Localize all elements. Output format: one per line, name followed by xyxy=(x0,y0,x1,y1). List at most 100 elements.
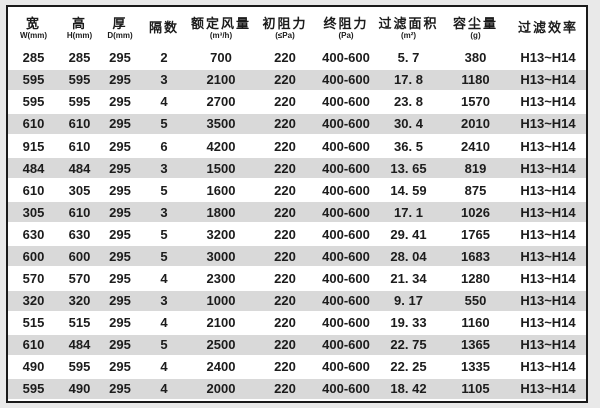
table-cell: 285 xyxy=(8,48,59,70)
table-cell: 28. 04 xyxy=(376,245,441,269)
table-cell: 4 xyxy=(140,355,188,379)
table-cell: 295 xyxy=(100,90,140,114)
column-title: 高 xyxy=(71,15,87,31)
table-cell: 320 xyxy=(8,289,59,313)
table-cell: 36. 5 xyxy=(376,135,441,159)
table-cell: 220 xyxy=(254,48,316,70)
table-cell: 570 xyxy=(8,267,59,291)
table-cell: 220 xyxy=(254,68,316,92)
table-cell: 2410 xyxy=(441,135,510,159)
table-cell: 5 xyxy=(140,112,188,137)
table-row: 320 320 295 3 1000 220 400-600 9. 17 550 H13~H14 xyxy=(8,289,586,313)
table-cell: 1280 xyxy=(441,267,510,291)
column-header-dust-capacity: 容尘量 (g) xyxy=(441,7,510,48)
header-row: 宽 W(mm) 高 H(mm) 厚 D(mm) 隔数 额定风量 (m³/h xyxy=(8,7,586,48)
table-body: 285 285 295 2 700 220 400-600 5. 7 380 H13~H14 595… xyxy=(8,48,586,402)
table-cell: 1026 xyxy=(441,201,510,225)
table-cell: H13~H14 xyxy=(510,289,586,313)
table-cell: 1160 xyxy=(441,311,510,335)
table-cell: H13~H14 xyxy=(510,90,586,114)
column-header-height: 高 H(mm) xyxy=(59,7,100,48)
table-cell: H13~H14 xyxy=(510,223,586,247)
table-row: 570 570 295 4 2300 220 400-600 21. 34 1280 H13~H1… xyxy=(8,267,586,291)
table-cell: 3 xyxy=(140,157,188,181)
table-cell: 29. 41 xyxy=(376,223,441,247)
table-cell: 595 xyxy=(8,377,59,402)
table-cell: 400-600 xyxy=(316,157,376,181)
column-header-rated-airflow: 额定风量 (m³/h) xyxy=(188,7,254,48)
table-cell: 3000 xyxy=(188,245,254,269)
table-cell: 295 xyxy=(100,223,140,247)
column-title: 终阻力 xyxy=(323,15,369,31)
table-cell: 400-600 xyxy=(316,267,376,291)
table-cell: 610 xyxy=(8,112,59,137)
table-cell: 2010 xyxy=(441,112,510,137)
table-cell: 9. 17 xyxy=(376,289,441,313)
table-cell: 3 xyxy=(140,289,188,313)
column-unit: (≤Pa) xyxy=(275,30,295,40)
table-cell: 2 xyxy=(140,48,188,70)
spec-table: 宽 W(mm) 高 H(mm) 厚 D(mm) 隔数 额定风量 (m³/h xyxy=(8,7,586,402)
table-row: 515 515 295 4 2100 220 400-600 19. 33 1160 H13~H1… xyxy=(8,311,586,335)
table-cell: 295 xyxy=(100,333,140,357)
table-cell: 295 xyxy=(100,112,140,137)
column-title: 隔数 xyxy=(148,20,179,35)
table-cell: 17. 1 xyxy=(376,201,441,225)
table-cell: 30. 4 xyxy=(376,112,441,137)
table-cell: 610 xyxy=(59,135,100,159)
table-cell: H13~H14 xyxy=(510,157,586,181)
table-cell: 875 xyxy=(441,179,510,203)
table-cell: H13~H14 xyxy=(510,267,586,291)
column-title: 过滤面积 xyxy=(378,15,439,31)
table-cell: 220 xyxy=(254,289,316,313)
table-cell: 295 xyxy=(100,179,140,203)
table-cell: 220 xyxy=(254,112,316,137)
table-cell: 595 xyxy=(8,90,59,114)
table-cell: 295 xyxy=(100,135,140,159)
table-cell: H13~H14 xyxy=(510,377,586,402)
table-cell: 400-600 xyxy=(316,112,376,137)
table-cell: 295 xyxy=(100,355,140,379)
table-cell: 550 xyxy=(441,289,510,313)
table-cell: 220 xyxy=(254,311,316,335)
table-cell: 490 xyxy=(59,377,100,402)
table-cell: 2700 xyxy=(188,90,254,114)
column-header-filter-area: 过滤面积 (m²) xyxy=(376,7,441,48)
column-unit: D(mm) xyxy=(107,30,133,40)
table-cell: 5 xyxy=(140,223,188,247)
table-cell: 22. 75 xyxy=(376,333,441,357)
table-cell: 2000 xyxy=(188,377,254,402)
table-cell: 1570 xyxy=(441,90,510,114)
column-header-final-resistance: 终阻力 (Pa) xyxy=(316,7,376,48)
table-cell: 5 xyxy=(140,179,188,203)
table-cell: H13~H14 xyxy=(510,68,586,92)
table-cell: H13~H14 xyxy=(510,201,586,225)
table-cell: 490 xyxy=(8,355,59,379)
table-cell: 700 xyxy=(188,48,254,70)
table-cell: 4 xyxy=(140,90,188,114)
table-cell: 1335 xyxy=(441,355,510,379)
table-cell: 400-600 xyxy=(316,135,376,159)
table-cell: 610 xyxy=(59,112,100,137)
column-header-width: 宽 W(mm) xyxy=(8,7,59,48)
column-title: 容尘量 xyxy=(452,15,498,31)
column-title: 厚 xyxy=(112,15,128,31)
table-cell: 13. 65 xyxy=(376,157,441,181)
table-cell: 295 xyxy=(100,267,140,291)
table-cell: 1683 xyxy=(441,245,510,269)
table-cell: 295 xyxy=(100,311,140,335)
table-cell: H13~H14 xyxy=(510,311,586,335)
table-cell: H13~H14 xyxy=(510,135,586,159)
table-cell: 295 xyxy=(100,377,140,402)
table-cell: 5 xyxy=(140,333,188,357)
table-cell: 2500 xyxy=(188,333,254,357)
table-cell: 400-600 xyxy=(316,201,376,225)
table-row: 285 285 295 2 700 220 400-600 5. 7 380 H13~H14 xyxy=(8,48,586,70)
table-cell: 4 xyxy=(140,311,188,335)
table-cell: 1500 xyxy=(188,157,254,181)
table-cell: H13~H14 xyxy=(510,333,586,357)
column-unit: W(mm) xyxy=(19,30,48,40)
table-cell: 630 xyxy=(8,223,59,247)
column-unit: (m²) xyxy=(400,30,417,40)
table-cell: 610 xyxy=(59,201,100,225)
